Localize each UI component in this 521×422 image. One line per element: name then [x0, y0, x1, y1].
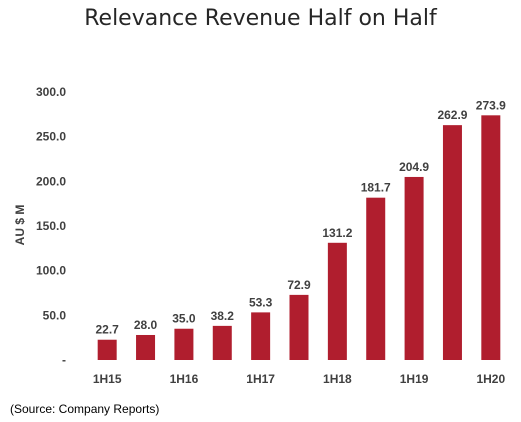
x-tick-label: 1H16: [170, 372, 199, 386]
data-label: 22.7: [96, 323, 120, 337]
source-note: (Source: Company Reports): [10, 402, 160, 416]
x-tick-label: 1H17: [246, 372, 275, 386]
bar: [212, 325, 232, 360]
y-tick-label: 50.0: [43, 308, 67, 322]
data-label: 181.7: [361, 181, 391, 195]
data-label: 273.9: [476, 98, 506, 112]
x-tick-label: 1H19: [400, 372, 429, 386]
y-tick-label: 150.0: [36, 219, 66, 233]
bar: [366, 197, 386, 360]
bar: [481, 115, 501, 360]
x-tick-label: 1H20: [476, 372, 505, 386]
data-label: 53.3: [249, 295, 273, 309]
bar: [289, 294, 309, 360]
bar: [174, 328, 194, 360]
y-tick-label: -: [62, 353, 66, 367]
bars: [97, 115, 501, 360]
data-label: 35.0: [172, 312, 196, 326]
data-label: 262.9: [437, 108, 467, 122]
bar: [251, 312, 271, 360]
y-tick-label: 200.0: [36, 174, 66, 188]
y-tick-label: 250.0: [36, 130, 66, 144]
y-axis-ticks: - 50.0 100.0 150.0 200.0 250.0 300.0: [36, 85, 66, 367]
bar-chart: AU $ M - 50.0 100.0 150.0 200.0 250.0 300.0 22…: [13, 85, 507, 386]
x-axis-ticks: 1H15 1H16 1H17 1H18 1H19 1H20: [93, 372, 506, 386]
bar: [97, 339, 117, 360]
data-label: 204.9: [399, 160, 429, 174]
bar: [136, 334, 156, 360]
bar: [404, 176, 424, 360]
bar: [327, 242, 347, 360]
data-label: 131.2: [322, 226, 352, 240]
data-labels: 22.7 28.0 35.0 38.2 53.3 72.9 131.2 181.7 204.9 2…: [96, 98, 507, 336]
x-tick-label: 1H15: [93, 372, 122, 386]
data-label: 72.9: [287, 278, 311, 292]
y-tick-label: 100.0: [36, 264, 66, 278]
x-tick-label: 1H18: [323, 372, 352, 386]
chart-title: Relevance Revenue Half on Half: [84, 6, 437, 31]
data-label: 38.2: [211, 309, 235, 323]
y-tick-label: 300.0: [36, 85, 66, 99]
data-label: 28.0: [134, 318, 158, 332]
y-axis-label: AU $ M: [13, 205, 27, 246]
bar: [442, 125, 462, 360]
